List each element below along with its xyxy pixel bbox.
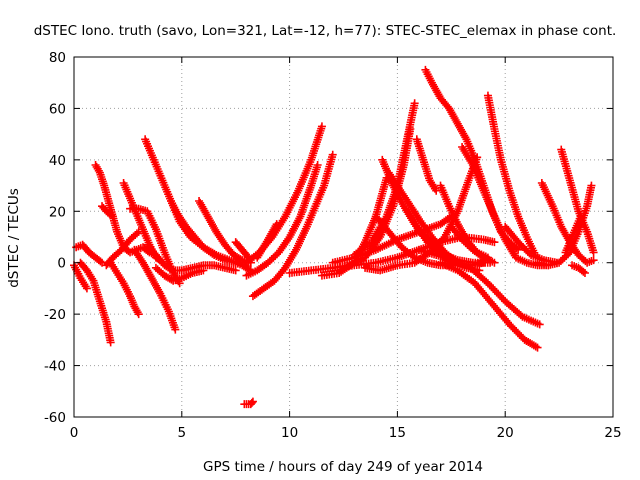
data-markers bbox=[70, 65, 598, 409]
data-series bbox=[70, 261, 91, 293]
data-series bbox=[106, 258, 143, 319]
x-tick-label: 15 bbox=[389, 425, 406, 441]
data-series bbox=[130, 245, 180, 334]
data-point-marker bbox=[107, 211, 116, 220]
y-tick-label: -20 bbox=[44, 307, 66, 323]
data-point-marker bbox=[580, 269, 589, 277]
data-point-marker bbox=[589, 248, 598, 257]
data-series bbox=[102, 227, 143, 270]
y-tick-label: -40 bbox=[44, 359, 66, 375]
data-series bbox=[76, 258, 115, 347]
data-point-marker bbox=[134, 310, 143, 319]
data-series bbox=[242, 122, 326, 267]
data-series bbox=[371, 212, 462, 270]
data-point-marker bbox=[587, 181, 596, 190]
data-point-marker bbox=[236, 255, 245, 264]
data-point-marker bbox=[108, 212, 117, 221]
data-series bbox=[436, 258, 542, 352]
data-point-marker bbox=[231, 266, 240, 275]
axis-ticks: 0 5 10 15 20 25 -60 -40 -20 0 20 40 60 80 bbox=[44, 50, 622, 441]
data-point-marker bbox=[98, 258, 107, 267]
data-point-marker bbox=[533, 343, 542, 352]
y-tick-label: 20 bbox=[49, 204, 66, 220]
data-point-marker bbox=[167, 265, 176, 274]
data-series bbox=[561, 212, 585, 257]
data-point-marker bbox=[579, 267, 588, 276]
y-tick-label: 80 bbox=[49, 50, 66, 66]
data-series bbox=[483, 91, 540, 259]
x-tick-label: 5 bbox=[178, 425, 187, 441]
data-series bbox=[361, 153, 482, 275]
data-point-marker bbox=[132, 229, 141, 238]
data-point-marker bbox=[490, 238, 499, 247]
data-point-marker bbox=[576, 212, 585, 221]
x-axis-label: GPS time / hours of day 249 of year 2014 bbox=[203, 459, 483, 475]
data-point-marker bbox=[531, 342, 540, 351]
data-point-marker bbox=[328, 150, 337, 159]
x-tick-label: 10 bbox=[281, 425, 298, 441]
data-series bbox=[98, 202, 117, 221]
data-point-marker bbox=[313, 161, 322, 169]
data-point-marker bbox=[589, 256, 598, 265]
x-tick-label: 0 bbox=[70, 425, 79, 441]
data-point-marker bbox=[490, 258, 499, 267]
y-axis-label: dSTEC / TECUs bbox=[6, 188, 22, 288]
data-point-marker bbox=[106, 338, 115, 347]
data-series bbox=[447, 222, 499, 267]
y-tick-label: 60 bbox=[49, 101, 66, 117]
data-point-marker bbox=[408, 252, 417, 261]
data-point-marker bbox=[317, 122, 326, 131]
data-point-marker bbox=[514, 245, 523, 254]
data-series bbox=[568, 261, 589, 277]
y-tick-label: 40 bbox=[49, 153, 66, 169]
chart-title: dSTEC Iono. truth (savo, Lon=321, Lat=-1… bbox=[34, 23, 617, 39]
data-point-marker bbox=[535, 320, 544, 329]
data-series bbox=[240, 397, 257, 409]
y-tick-label: -60 bbox=[44, 410, 66, 426]
data-series bbox=[414, 245, 544, 329]
data-point-marker bbox=[248, 397, 257, 406]
data-point-marker bbox=[82, 284, 91, 293]
data-series bbox=[248, 150, 337, 301]
data-point-marker bbox=[171, 325, 180, 334]
y-tick-label: 0 bbox=[57, 256, 66, 272]
data-series bbox=[242, 161, 322, 280]
x-tick-label: 20 bbox=[497, 425, 514, 441]
data-point-marker bbox=[247, 398, 256, 407]
data-series bbox=[195, 197, 255, 267]
data-point-marker bbox=[410, 99, 419, 108]
data-point-marker bbox=[199, 266, 208, 275]
plot-frame bbox=[73, 56, 614, 418]
data-point-marker bbox=[96, 257, 105, 266]
data-series bbox=[412, 135, 441, 195]
data-series bbox=[151, 263, 208, 285]
data-series bbox=[72, 240, 107, 267]
x-tick-label: 25 bbox=[604, 425, 621, 441]
